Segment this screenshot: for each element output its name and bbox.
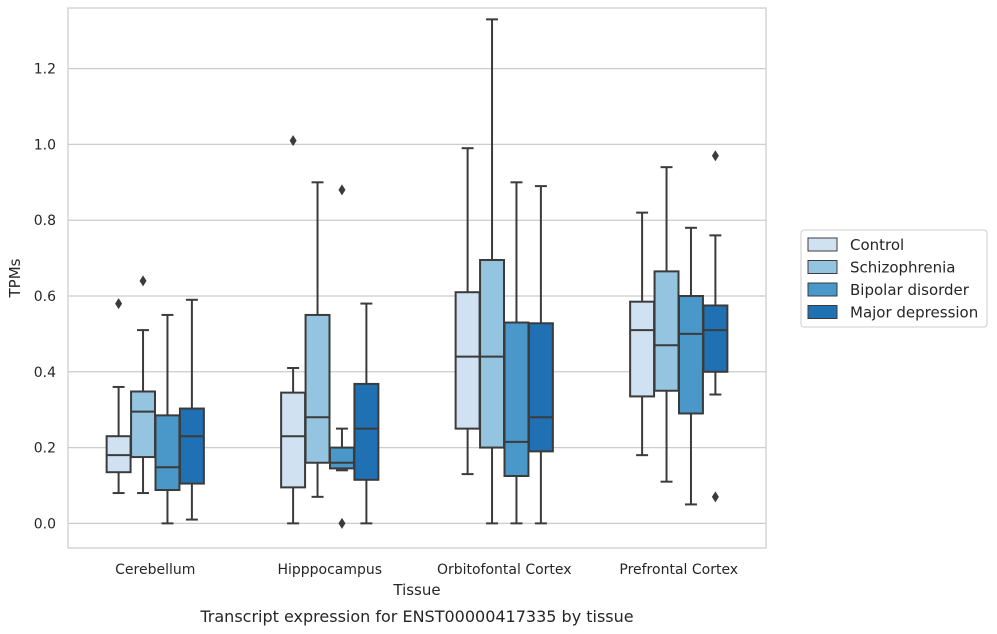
box-iqr bbox=[154, 414, 181, 492]
y-tick-label: 1.2 bbox=[34, 62, 56, 78]
box-group bbox=[454, 147, 481, 476]
box-group bbox=[353, 302, 380, 525]
x-tick-label: Orbitofontal Cortex bbox=[437, 562, 572, 578]
x-tick-labels: Cerebellum Hipppocampus Orbitofontal Corte… bbox=[115, 562, 738, 578]
box-group bbox=[154, 313, 181, 525]
y-tick-label: 0.8 bbox=[34, 213, 56, 229]
y-tick-label: 0.2 bbox=[34, 441, 56, 457]
legend-swatch bbox=[807, 237, 838, 252]
box-group bbox=[280, 135, 307, 525]
outlier-point bbox=[338, 184, 346, 196]
plot-area-frame bbox=[67, 7, 767, 549]
legend: Control Schizophrenia Bipolar disorder Majo… bbox=[800, 229, 988, 328]
box-iqr bbox=[178, 407, 205, 485]
legend-label: Major depression bbox=[850, 304, 978, 322]
box-iqr bbox=[280, 391, 307, 489]
y-tick-label: 0.4 bbox=[34, 365, 56, 381]
legend-label: Schizophrenia bbox=[850, 259, 955, 277]
box-group bbox=[653, 166, 680, 483]
box-iqr bbox=[479, 259, 506, 449]
box-iqr bbox=[653, 270, 680, 392]
legend-frame bbox=[800, 229, 988, 328]
box-iqr bbox=[503, 321, 530, 477]
box-iqr bbox=[353, 382, 380, 481]
box-group bbox=[304, 181, 331, 498]
y-tick-label: 0.0 bbox=[34, 516, 56, 532]
box-group bbox=[677, 226, 704, 506]
box-group bbox=[479, 18, 506, 525]
x-tick-label: Cerebellum bbox=[115, 562, 195, 578]
box-iqr bbox=[629, 300, 656, 398]
x-tick-label: Hipppocampus bbox=[277, 562, 382, 578]
outlier-point bbox=[711, 150, 719, 162]
box-group bbox=[629, 211, 656, 457]
outlier-point bbox=[139, 275, 147, 287]
box-group bbox=[328, 184, 355, 529]
outlier-point bbox=[289, 135, 297, 147]
boxes bbox=[105, 18, 729, 529]
legend-label: Bipolar disorder bbox=[850, 281, 970, 299]
box-iqr bbox=[454, 291, 481, 430]
y-tick-label: 0.6 bbox=[34, 289, 56, 305]
box-iqr bbox=[304, 313, 331, 464]
y-axis-label: TPMs bbox=[6, 258, 24, 298]
legend-swatch bbox=[807, 282, 838, 297]
box-iqr bbox=[527, 322, 554, 453]
legend-label: Control bbox=[850, 236, 904, 254]
outlier-point bbox=[338, 517, 346, 529]
x-tick-label: Prefrontal Cortex bbox=[619, 562, 738, 578]
legend-swatch bbox=[807, 260, 838, 274]
chart-caption: Transcript expression for ENST0000041733… bbox=[199, 607, 633, 626]
x-axis-label: Tissue bbox=[392, 581, 440, 599]
y-tick-labels: 0.0 0.2 0.4 0.6 0.8 1.0 1.2 bbox=[34, 62, 56, 533]
box-group bbox=[527, 185, 554, 525]
box-iqr bbox=[677, 295, 704, 415]
box-iqr bbox=[702, 304, 729, 373]
y-tick-label: 1.0 bbox=[34, 137, 56, 153]
box-group bbox=[105, 298, 132, 495]
box-iqr bbox=[328, 446, 355, 470]
outlier-point bbox=[711, 491, 719, 503]
legend-swatch bbox=[807, 305, 838, 319]
box-group bbox=[702, 150, 729, 503]
outlier-point bbox=[115, 298, 123, 310]
box-iqr bbox=[130, 390, 157, 459]
box-group bbox=[178, 298, 205, 521]
box-group bbox=[130, 275, 157, 495]
box-group bbox=[503, 181, 530, 525]
